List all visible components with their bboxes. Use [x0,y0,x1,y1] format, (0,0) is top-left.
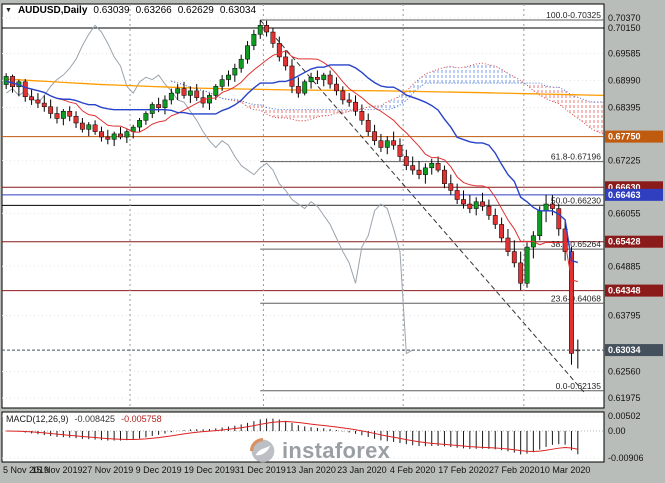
svg-text:4 Feb 2020: 4 Feb 2020 [390,465,436,475]
svg-text:0.66055: 0.66055 [608,208,641,218]
svg-text:31 Dec 2019: 31 Dec 2019 [235,465,286,475]
symbol-timeframe-label: AUDUSD,Daily [17,5,88,16]
svg-text:0.65428: 0.65428 [608,237,641,247]
svg-text:23.6-0.64068: 23.6-0.64068 [551,293,601,303]
price-plot-area[interactable] [1,3,605,409]
candles [3,20,581,369]
svg-text:0.68395: 0.68395 [608,102,641,112]
svg-text:10 Mar 2020: 10 Mar 2020 [540,465,591,475]
ohlc-low-value: 0.62629 [177,5,214,16]
svg-text:27 Feb 2020: 27 Feb 2020 [489,465,540,475]
ichimoku-cloud [171,62,604,135]
svg-text:61.8-0.67196: 61.8-0.67196 [551,152,601,162]
svg-text:5 Nov 2019: 5 Nov 2019 [3,465,49,475]
macd-signal-value: -0.005758 [121,414,162,424]
descending-trendline[interactable] [259,19,585,393]
chikou-span [5,24,413,355]
svg-text:0.00: 0.00 [608,426,626,436]
macd-indicator [2,415,604,459]
macd-axis: 0.00502 0.00 -0.00906 [608,411,644,463]
svg-text:19 Dec 2019: 19 Dec 2019 [184,465,235,475]
svg-text:0.69585: 0.69585 [608,49,641,59]
svg-text:0.67225: 0.67225 [608,155,641,165]
svg-text:0.66630: 0.66630 [608,182,641,192]
ohlc-open-value: 0.63039 [93,5,130,16]
kijun-sen-line [5,64,579,264]
svg-text:0.64348: 0.64348 [608,286,641,296]
svg-text:0.63034: 0.63034 [608,345,641,355]
svg-text:0.66463: 0.66463 [608,190,641,200]
svg-text:0.00502: 0.00502 [608,411,641,421]
macd-main-value: -0.008425 [74,414,116,424]
svg-text:0.62560: 0.62560 [608,367,641,377]
svg-text:0.70370: 0.70370 [608,13,641,23]
svg-text:27 Nov 2019: 27 Nov 2019 [82,465,133,475]
ohlc-high-value: 0.63266 [135,5,172,16]
macd-plot-area[interactable] [1,411,605,463]
svg-text:0.64885: 0.64885 [608,261,641,271]
svg-text:13 Jan 2020: 13 Jan 2020 [286,465,336,475]
svg-text:0.67750: 0.67750 [608,132,641,142]
macd-name: MACD(12,26,9) [6,414,69,424]
svg-text:17 Feb 2020: 17 Feb 2020 [438,465,489,475]
svg-text:0.68990: 0.68990 [608,75,641,85]
svg-text:0.61975: 0.61975 [608,393,641,403]
ohlc-close-value: 0.63034 [219,5,257,16]
macd-label: MACD(12,26,9) -0.008425 -0.005758 [6,414,162,424]
month-separators [129,4,525,408]
svg-text:50.0-0.66230: 50.0-0.66230 [551,195,601,205]
svg-text:15 Nov 2019: 15 Nov 2019 [31,465,82,475]
svg-text:23 Jan 2020: 23 Jan 2020 [337,465,387,475]
chart-title: ▼ AUDUSD,Daily 0.63039 0.63266 0.62629 0… [5,5,256,16]
svg-text:9 Dec 2019: 9 Dec 2019 [136,465,182,475]
svg-text:100.0-0.70325: 100.0-0.70325 [546,10,601,20]
svg-text:0.63795: 0.63795 [608,311,641,321]
tenkan-sen-line [6,50,578,283]
svg-text:-0.00906: -0.00906 [608,453,644,463]
svg-text:38.2-0.65264: 38.2-0.65264 [551,239,601,249]
symbol-marker-icon: ▼ [5,7,12,14]
svg-text:0.70150: 0.70150 [608,23,641,33]
